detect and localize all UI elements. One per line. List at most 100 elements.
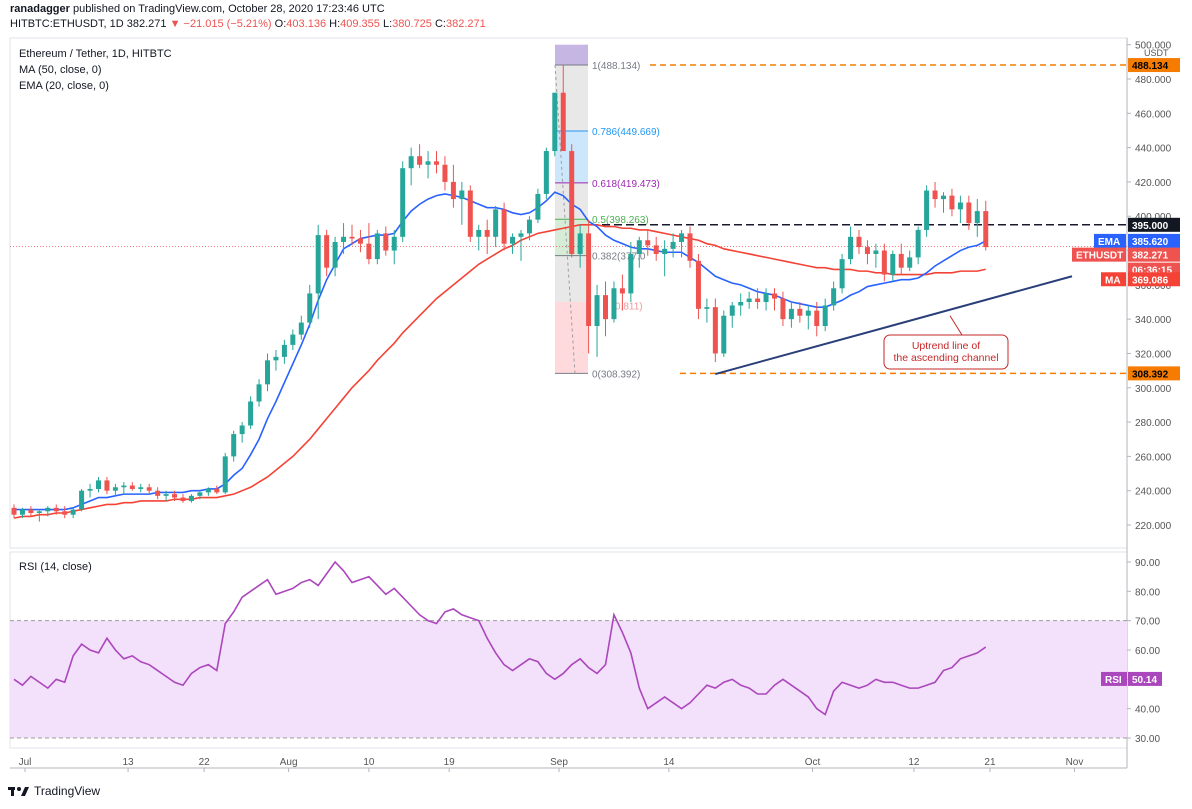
annotation-text-line2: the ascending channel — [893, 352, 998, 364]
axis-tag-ema-bg — [1094, 233, 1126, 248]
candle-body — [315, 235, 321, 294]
candle-body — [341, 236, 347, 242]
candle-body — [467, 190, 473, 237]
rsi-tick-label: 70.00 — [1135, 617, 1160, 628]
x-tick-label: Aug — [280, 757, 298, 768]
candle-body — [172, 494, 178, 498]
high-label: H: — [329, 18, 341, 30]
x-tick-label: Nov — [1066, 757, 1084, 768]
candle-body — [848, 236, 854, 260]
publish-line: ranadagger published on TradingView.com,… — [10, 3, 385, 15]
legend-title[interactable]: Ethereum / Tether, 1D, HITBTC — [19, 48, 172, 60]
y-tick-label: 320.000 — [1135, 349, 1172, 360]
legend-ema[interactable]: EMA (20, close, 0) — [19, 80, 109, 92]
axis-label-ema-bg — [1128, 233, 1180, 248]
candle-body — [873, 250, 879, 254]
candle-body — [19, 509, 25, 515]
candle-body — [180, 497, 186, 501]
open-label: O: — [274, 18, 287, 30]
x-tick-label: 22 — [199, 757, 211, 768]
candle-body — [839, 259, 845, 289]
legend-rsi[interactable]: RSI (14, close) — [19, 561, 92, 573]
candle-body — [256, 384, 262, 402]
fib-level-label: 0.382(377.0 — [592, 252, 646, 263]
candle-body — [214, 488, 220, 493]
fib-level-label: 0.618(419.473) — [592, 179, 660, 190]
candle-body — [974, 211, 980, 224]
tradingview-logo[interactable]: TradingView — [8, 784, 100, 798]
candle-body — [87, 488, 93, 491]
candle-body — [155, 490, 161, 496]
y-tick-label: 300.000 — [1135, 384, 1172, 395]
price-change: −21.015 (−5.21%) — [183, 18, 272, 30]
candle-body — [121, 485, 127, 488]
candle-body — [45, 507, 51, 512]
candle-body — [738, 302, 744, 306]
candle-body — [560, 92, 566, 152]
candle-body — [755, 298, 761, 302]
candle-body — [645, 240, 651, 246]
candle-body — [924, 190, 930, 230]
fib-zone — [555, 44, 588, 66]
candle-body — [611, 288, 617, 320]
author[interactable]: ranadagger — [10, 3, 70, 15]
candle-body — [222, 456, 228, 493]
candle-body — [780, 298, 786, 320]
candle-body — [459, 190, 465, 200]
candle-body — [772, 293, 777, 299]
legend-ma[interactable]: MA (50, close, 0) — [19, 64, 102, 76]
candle-body — [62, 511, 68, 515]
candle-body — [679, 233, 685, 242]
candle-body — [712, 307, 718, 354]
candle-body — [628, 253, 634, 294]
candle-body — [298, 322, 304, 335]
candle-body — [814, 310, 820, 327]
candle-body — [273, 356, 279, 361]
y-tick-label: 460.000 — [1135, 109, 1172, 120]
candle-body — [197, 492, 203, 496]
fib-level-label: 1(488.134) — [592, 61, 640, 72]
candle-body — [129, 485, 135, 489]
candle-body — [434, 161, 439, 165]
candle-body — [417, 156, 423, 165]
candle-body — [788, 308, 794, 320]
uptrend-line — [715, 275, 1073, 376]
candle-body — [535, 193, 541, 220]
candle-body — [822, 305, 828, 327]
y-tick-label: 360.000 — [1135, 281, 1172, 292]
candle-body — [484, 229, 490, 237]
candle-body — [408, 156, 414, 169]
axis-label-rsi: 50.14 — [1132, 675, 1157, 686]
candle-body — [763, 293, 769, 302]
axis-tag-symbol: ETHUSDT — [1076, 251, 1123, 262]
y-tick-label: 500.000 — [1135, 41, 1172, 52]
candle-body — [442, 164, 448, 182]
candle-body — [450, 181, 456, 200]
y-tick-label: 420.000 — [1135, 178, 1172, 189]
candle-body — [721, 315, 727, 354]
candle-body — [112, 487, 118, 491]
rsi-tick-label: 80.00 — [1135, 587, 1160, 598]
candle-body — [391, 236, 397, 251]
x-tick-label: 13 — [123, 757, 135, 768]
candle-body — [915, 229, 921, 258]
tradingview-label: TradingView — [34, 784, 101, 798]
low-value: 380.725 — [392, 18, 432, 30]
candle-body — [349, 236, 355, 239]
tradingview-icon — [8, 785, 30, 797]
fib-partial-label: 0.811) — [615, 301, 643, 312]
candle-body — [493, 209, 499, 237]
candle-body — [70, 509, 76, 515]
candle-body — [265, 360, 270, 385]
fib-level-label: 0.5(398.263) — [592, 215, 649, 226]
candle-body — [290, 334, 296, 345]
ema-line — [14, 191, 987, 511]
axis-tag-ema: EMA — [1098, 237, 1120, 248]
candle-body — [332, 241, 338, 268]
annotation-box — [883, 334, 1009, 370]
down-arrow-icon: ▼ — [169, 18, 181, 30]
rsi-band — [10, 620, 1127, 738]
candle-body — [526, 219, 532, 234]
y-tick-label: 240.000 — [1135, 487, 1172, 498]
